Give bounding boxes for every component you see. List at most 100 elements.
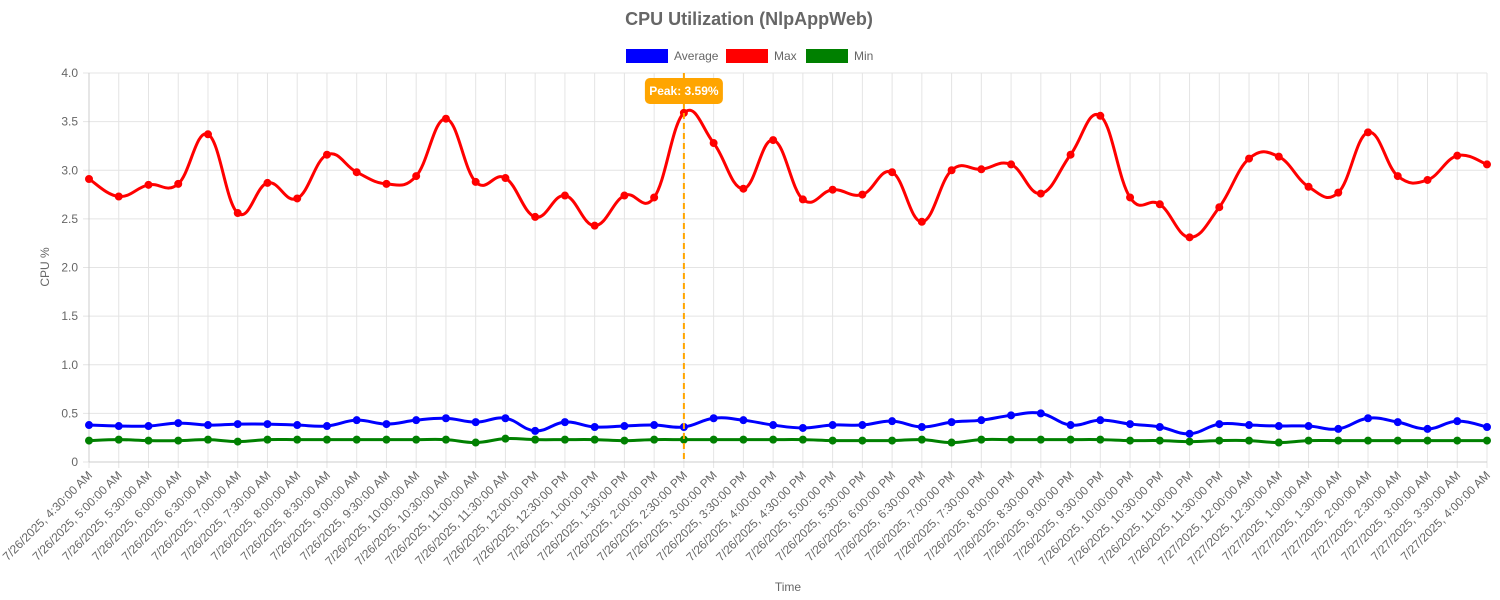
- data-point: [352, 416, 361, 425]
- data-point: [977, 416, 986, 425]
- legend-item-average[interactable]: Average: [626, 49, 719, 63]
- data-point: [977, 435, 986, 444]
- data-point: [1364, 414, 1373, 423]
- data-point: [1423, 424, 1432, 433]
- data-point: [1423, 175, 1432, 184]
- data-point: [233, 420, 242, 429]
- grid-lines: [83, 72, 1488, 468]
- data-point: [1185, 437, 1194, 446]
- data-point: [85, 175, 93, 184]
- legend-swatch: [626, 49, 668, 63]
- data-point: [1007, 411, 1016, 420]
- data-point: [917, 422, 926, 431]
- data-point: [1274, 152, 1283, 161]
- legend[interactable]: Average Max Min: [626, 49, 873, 63]
- data-point: [1126, 420, 1135, 429]
- data-point: [144, 180, 153, 189]
- data-point: [1453, 417, 1462, 426]
- data-point: [263, 178, 272, 187]
- data-point: [1245, 436, 1254, 445]
- y-tick-label: 3.5: [61, 115, 78, 129]
- data-point: [412, 416, 421, 425]
- x-axis-title: Time: [775, 580, 802, 594]
- data-point: [471, 438, 480, 447]
- data-point: [798, 195, 807, 204]
- y-tick-label: 0: [71, 455, 78, 469]
- peak-label: Peak: 3.59%: [649, 84, 719, 98]
- legend-item-max[interactable]: Max: [726, 49, 797, 63]
- data-point: [1215, 420, 1224, 429]
- data-point: [203, 130, 212, 139]
- data-point: [412, 435, 421, 444]
- data-point: [293, 421, 302, 430]
- data-point: [233, 209, 242, 218]
- data-point: [769, 435, 778, 444]
- data-point: [1007, 160, 1016, 169]
- data-point: [531, 435, 540, 444]
- data-point: [501, 434, 510, 443]
- data-point: [709, 414, 718, 423]
- data-point: [1334, 188, 1343, 197]
- data-point: [739, 184, 748, 193]
- data-point: [1393, 436, 1402, 445]
- data-point: [590, 221, 599, 230]
- data-point: [1096, 111, 1105, 120]
- data-point: [1066, 421, 1075, 430]
- y-tick-label: 2.5: [61, 212, 78, 226]
- data-point: [1126, 436, 1135, 445]
- data-point: [1126, 193, 1135, 202]
- peak-label-box: [644, 78, 723, 104]
- data-point: [560, 435, 569, 444]
- data-point: [947, 418, 956, 427]
- data-point: [1483, 436, 1491, 445]
- data-point: [1304, 182, 1313, 191]
- data-point: [798, 435, 807, 444]
- series-max: [85, 108, 1491, 242]
- data-point: [471, 177, 480, 186]
- data-point: [858, 436, 867, 445]
- data-point: [441, 414, 450, 423]
- data-point: [1245, 154, 1254, 163]
- chart-title: CPU Utilization (NlpAppWeb): [625, 9, 873, 29]
- data-point: [560, 418, 569, 427]
- data-point: [858, 190, 867, 199]
- data-point: [977, 165, 986, 174]
- data-point: [1334, 424, 1343, 433]
- legend-swatch: [806, 49, 848, 63]
- data-point: [650, 421, 659, 430]
- data-point: [858, 421, 867, 430]
- data-point: [828, 185, 837, 194]
- data-point: [1066, 150, 1075, 159]
- data-point: [590, 435, 599, 444]
- data-point: [293, 435, 302, 444]
- data-point: [769, 136, 778, 145]
- data-point: [174, 436, 183, 445]
- data-point: [203, 435, 212, 444]
- data-point: [620, 436, 629, 445]
- data-point: [650, 193, 659, 202]
- data-point: [1274, 422, 1283, 431]
- series-min: [85, 434, 1491, 447]
- data-point: [739, 416, 748, 425]
- data-point: [1393, 172, 1402, 181]
- data-point: [1364, 128, 1373, 137]
- data-point: [352, 168, 361, 177]
- data-point: [1483, 422, 1491, 431]
- data-point: [203, 421, 212, 430]
- data-point: [947, 166, 956, 175]
- data-point: [888, 168, 897, 177]
- data-point: [322, 150, 331, 159]
- data-point: [828, 421, 837, 430]
- data-point: [531, 426, 540, 435]
- data-point: [144, 422, 153, 431]
- axes: 00.51.01.52.02.53.03.54.07/26/2025, 4:30…: [0, 66, 1493, 569]
- legend-item-min[interactable]: Min: [806, 49, 873, 63]
- data-point: [293, 194, 302, 203]
- legend-label: Min: [854, 49, 873, 63]
- legend-swatch: [726, 49, 768, 63]
- y-tick-label: 1.5: [61, 309, 78, 323]
- data-point: [1155, 436, 1164, 445]
- data-point: [114, 422, 123, 431]
- data-point: [828, 436, 837, 445]
